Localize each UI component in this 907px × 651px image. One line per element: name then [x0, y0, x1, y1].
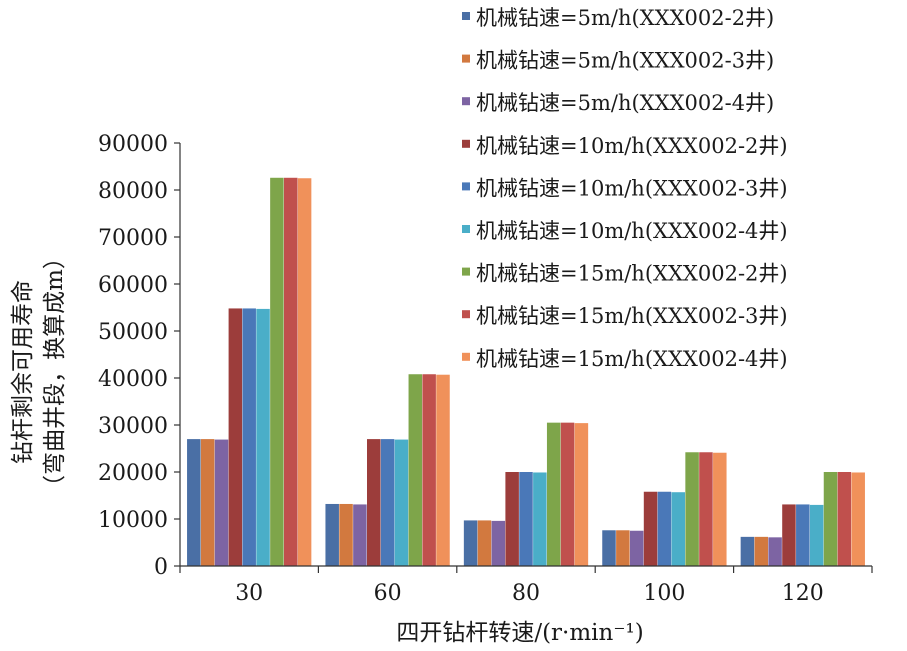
- bar: [657, 491, 672, 566]
- x-tick-label: 30: [235, 581, 263, 606]
- legend-label: 机械钻速=15m/h(XXX002-2井): [476, 262, 788, 286]
- legend-label: 机械钻速=5m/h(XXX002-2井): [476, 6, 774, 30]
- bar: [616, 530, 630, 566]
- y-axis-title: 钻杆剩余可用寿命 （弯曲井段，换算成m）: [10, 246, 68, 498]
- bar: [256, 308, 270, 566]
- legend-swatch: [462, 310, 470, 319]
- bar: [477, 520, 492, 566]
- y-tick-labels: 0 10000 20000 30000 40000 50000 60000 70000 8000…: [98, 132, 168, 580]
- bar: [823, 472, 838, 566]
- bar: [270, 177, 284, 566]
- bar: [574, 423, 589, 566]
- y-tick-label: 70000: [98, 226, 168, 251]
- bar: [297, 178, 312, 566]
- bar: [325, 503, 339, 566]
- legend-swatch: [462, 54, 470, 63]
- bar: [187, 439, 201, 566]
- bar: [768, 537, 782, 566]
- bar: [367, 439, 381, 566]
- bar: [394, 439, 409, 566]
- bar: [284, 177, 298, 566]
- x-tick-label: 60: [374, 581, 402, 606]
- y-tick-label: 40000: [98, 367, 168, 392]
- y-tick-label: 90000: [98, 132, 168, 157]
- bar: [699, 452, 713, 566]
- bar: [546, 422, 561, 566]
- bar: [422, 374, 436, 566]
- legend-swatch: [462, 225, 470, 233]
- legend-label: 机械钻速=10m/h(XXX002-2井): [476, 134, 788, 158]
- bar: [463, 520, 478, 566]
- legend-swatch: [462, 267, 470, 276]
- legend-label: 机械钻速=15m/h(XXX002-3井): [476, 304, 788, 328]
- bar: [339, 503, 353, 566]
- bar: [713, 452, 727, 566]
- bar: [380, 439, 395, 566]
- bar: [560, 422, 575, 566]
- legend-label: 机械钻速=5m/h(XXX002-3井): [476, 49, 774, 73]
- y-axis-title-line1: 钻杆剩余可用寿命: [10, 280, 36, 464]
- bar: [491, 520, 506, 566]
- bar: [408, 374, 423, 566]
- bar: [671, 492, 685, 566]
- bar: [754, 536, 768, 566]
- bar: [629, 530, 644, 566]
- y-tick-label: 60000: [98, 273, 168, 298]
- bar: [436, 374, 450, 566]
- bar: [519, 472, 533, 566]
- legend-label: 机械钻速=10m/h(XXX002-3井): [476, 176, 788, 200]
- x-tick-labels: 30 60 80 100 120: [235, 581, 824, 606]
- x-tick-label: 120: [782, 581, 824, 606]
- bars-layer: [187, 177, 865, 566]
- bar: [851, 472, 865, 566]
- y-tick-label: 10000: [98, 508, 168, 533]
- bar: [533, 472, 547, 566]
- legend-swatch: [462, 97, 470, 106]
- legend-label: 机械钻速=5m/h(XXX002-4井): [476, 91, 774, 115]
- axes-layer: [174, 142, 873, 573]
- x-tick-label: 100: [643, 581, 685, 606]
- y-axis-title-line2: （弯曲井段，换算成m）: [42, 246, 68, 498]
- bar: [242, 308, 256, 566]
- legend: 机械钻速=5m/h(XXX002-2井) 机械钻速=5m/h(XXX002-3井)…: [462, 6, 788, 371]
- y-tick-label: 20000: [98, 461, 168, 486]
- bar: [214, 439, 229, 566]
- bar: [602, 530, 616, 566]
- legend-swatch: [462, 182, 470, 191]
- legend-label: 机械钻速=10m/h(XXX002-4井): [476, 219, 788, 243]
- legend-swatch: [462, 12, 470, 20]
- legend-label: 机械钻速=15m/h(XXX002-4井): [476, 347, 788, 371]
- legend-swatch: [462, 139, 470, 148]
- x-axis-title: 四开钻杆转速/(r·min⁻¹): [396, 620, 643, 646]
- bar: [809, 504, 824, 566]
- bar: [643, 491, 658, 566]
- x-tick-label: 80: [512, 581, 540, 606]
- bar: [228, 308, 243, 566]
- y-tick-label: 0: [154, 555, 168, 580]
- y-tick-label: 30000: [98, 414, 168, 439]
- y-tick-label: 80000: [98, 179, 168, 204]
- bar: [353, 504, 367, 566]
- y-tick-label: 50000: [98, 320, 168, 345]
- legend-swatch: [462, 352, 470, 361]
- bar: [685, 452, 699, 566]
- bar: [505, 472, 519, 566]
- bar: [837, 472, 852, 566]
- bar: [740, 536, 755, 566]
- bar: [200, 439, 215, 566]
- bar: [796, 504, 810, 566]
- bar: [782, 504, 796, 566]
